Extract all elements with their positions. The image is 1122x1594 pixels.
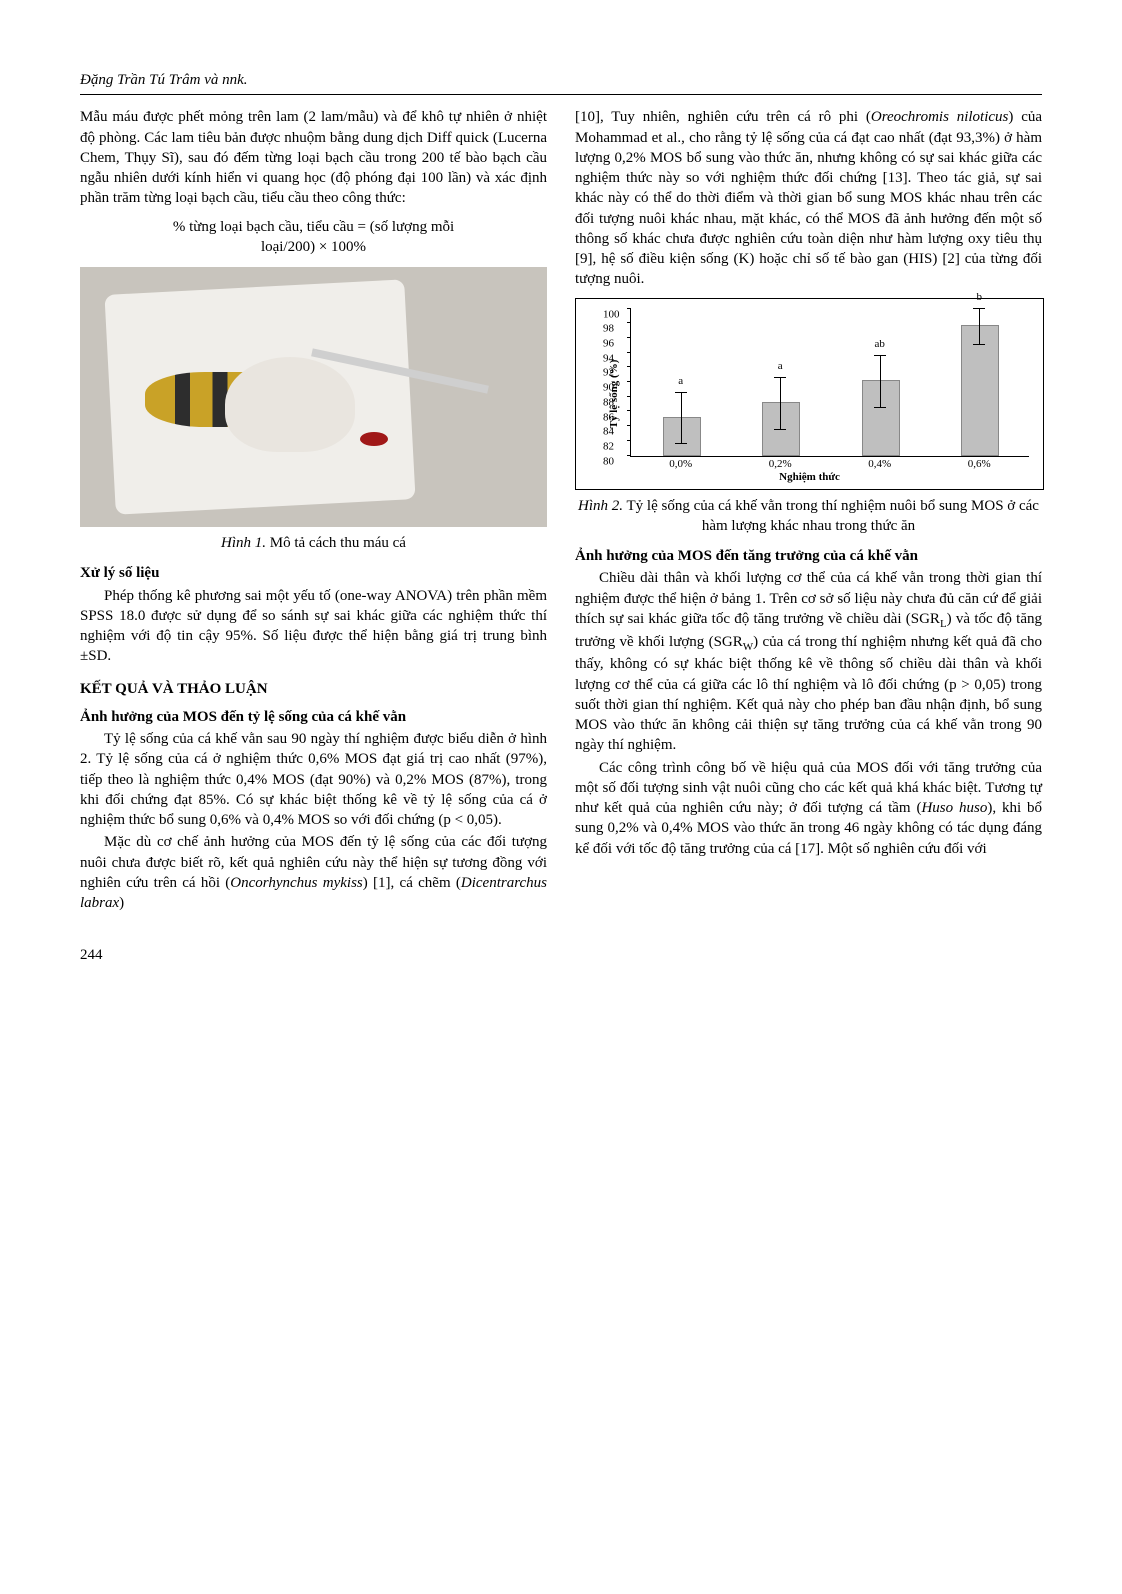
chart-y-tick: 88: [603, 395, 614, 410]
chart-sig-letter: ab: [875, 337, 885, 352]
formula-line-1: % từng loại bạch cầu, tiểu cầu = (số lượ…: [80, 217, 547, 237]
species-3: Oreochromis niloticus: [871, 109, 1009, 125]
figure-1-caption-text: Mô tả cách thu máu cá: [266, 535, 406, 551]
heading-anh-huong-1: Ảnh hưởng của MOS đến tỷ lệ sống của cá …: [80, 707, 547, 727]
sgr-sub-l: L: [940, 618, 947, 630]
figure-1-label: Hình 1.: [221, 535, 266, 551]
chart-plot-area: 80828486889092949698100a0,0%a0,2%ab0,4%b…: [630, 309, 1029, 457]
left-column: Mẫu máu được phết mỏng trên lam (2 lam/m…: [80, 107, 547, 915]
right-para-1: [10], Tuy nhiên, nghiên cứu trên cá rô p…: [575, 107, 1042, 289]
chart-sig-letter: a: [778, 359, 783, 374]
figure-1: Hình 1. Mô tả cách thu máu cá: [80, 267, 547, 553]
figure-2-chart: Tỷ lệ sống (%) 80828486889092949698100a0…: [575, 298, 1044, 490]
figure-2-caption: Hình 2. Tỷ lệ sống của cá khế vằn trong …: [575, 496, 1042, 537]
chart-y-tick: 84: [603, 425, 614, 440]
formula-block: % từng loại bạch cầu, tiểu cầu = (số lượ…: [80, 217, 547, 258]
para-kq2-b: ) [1], cá chẽm (: [363, 875, 461, 891]
figure-2-caption-text: Tỷ lệ sống của cá khế vằn trong thí nghi…: [623, 498, 1039, 534]
left-para-1: Mẫu máu được phết mỏng trên lam (2 lam/m…: [80, 107, 547, 208]
figure-1-image: [80, 267, 547, 527]
page-number: 244: [80, 945, 1042, 965]
chart-y-tick: 90: [603, 381, 614, 396]
heading-ket-qua: KẾT QUẢ VÀ THẢO LUẬN: [80, 679, 547, 699]
sgr-sub-w: W: [743, 641, 753, 653]
chart-bar: [862, 380, 900, 456]
right-para-3: Các công trình công bố về hiệu quả của M…: [575, 758, 1042, 859]
chart-sig-letter: b: [977, 290, 983, 305]
figure-2-label: Hình 2.: [578, 498, 623, 514]
chart-y-tick: 80: [603, 454, 614, 469]
figure-1-caption: Hình 1. Mô tả cách thu máu cá: [80, 533, 547, 553]
heading-anh-huong-2: Ảnh hưởng của MOS đến tăng trưởng của cá…: [575, 546, 1042, 566]
formula-line-2: loại/200) × 100%: [80, 237, 547, 257]
chart-x-axis-label: Nghiệm thức: [576, 470, 1043, 485]
para-kq2: Mặc dù cơ chế ảnh hưởng của MOS đến tỷ l…: [80, 832, 547, 913]
right-p2-c: ) của cá trong thí nghiệm nhưng kết quả …: [575, 634, 1042, 754]
heading-xu-ly: Xử lý số liệu: [80, 563, 547, 583]
two-column-layout: Mẫu máu được phết mỏng trên lam (2 lam/m…: [80, 107, 1042, 915]
chart-y-tick: 94: [603, 351, 614, 366]
chart-y-tick: 92: [603, 366, 614, 381]
right-para-2: Chiều dài thân và khối lượng cơ thể của …: [575, 568, 1042, 755]
chart-sig-letter: a: [678, 374, 683, 389]
chart-bar: [663, 417, 701, 456]
para-xu-ly: Phép thống kê phương sai một yếu tố (one…: [80, 586, 547, 667]
author-header: Đặng Trần Tú Trâm và nnk.: [80, 70, 1042, 95]
para-kq2-c: ): [119, 895, 124, 911]
right-p1-a: [10], Tuy nhiên, nghiên cứu trên cá rô p…: [575, 109, 871, 125]
para-kq1: Tỷ lệ sống của cá khế vằn sau 90 ngày th…: [80, 729, 547, 830]
chart-y-tick: 100: [603, 307, 620, 322]
right-p1-b: ) của Mohammad et al., cho rằng tỷ lệ số…: [575, 109, 1042, 287]
right-column: [10], Tuy nhiên, nghiên cứu trên cá rô p…: [575, 107, 1042, 915]
chart-y-tick: 96: [603, 336, 614, 351]
chart-y-tick: 86: [603, 410, 614, 425]
species-4: Huso huso: [921, 800, 987, 816]
chart-y-tick: 82: [603, 439, 614, 454]
species-1: Oncorhynchus mykiss: [230, 875, 362, 891]
chart-y-tick: 98: [603, 322, 614, 337]
